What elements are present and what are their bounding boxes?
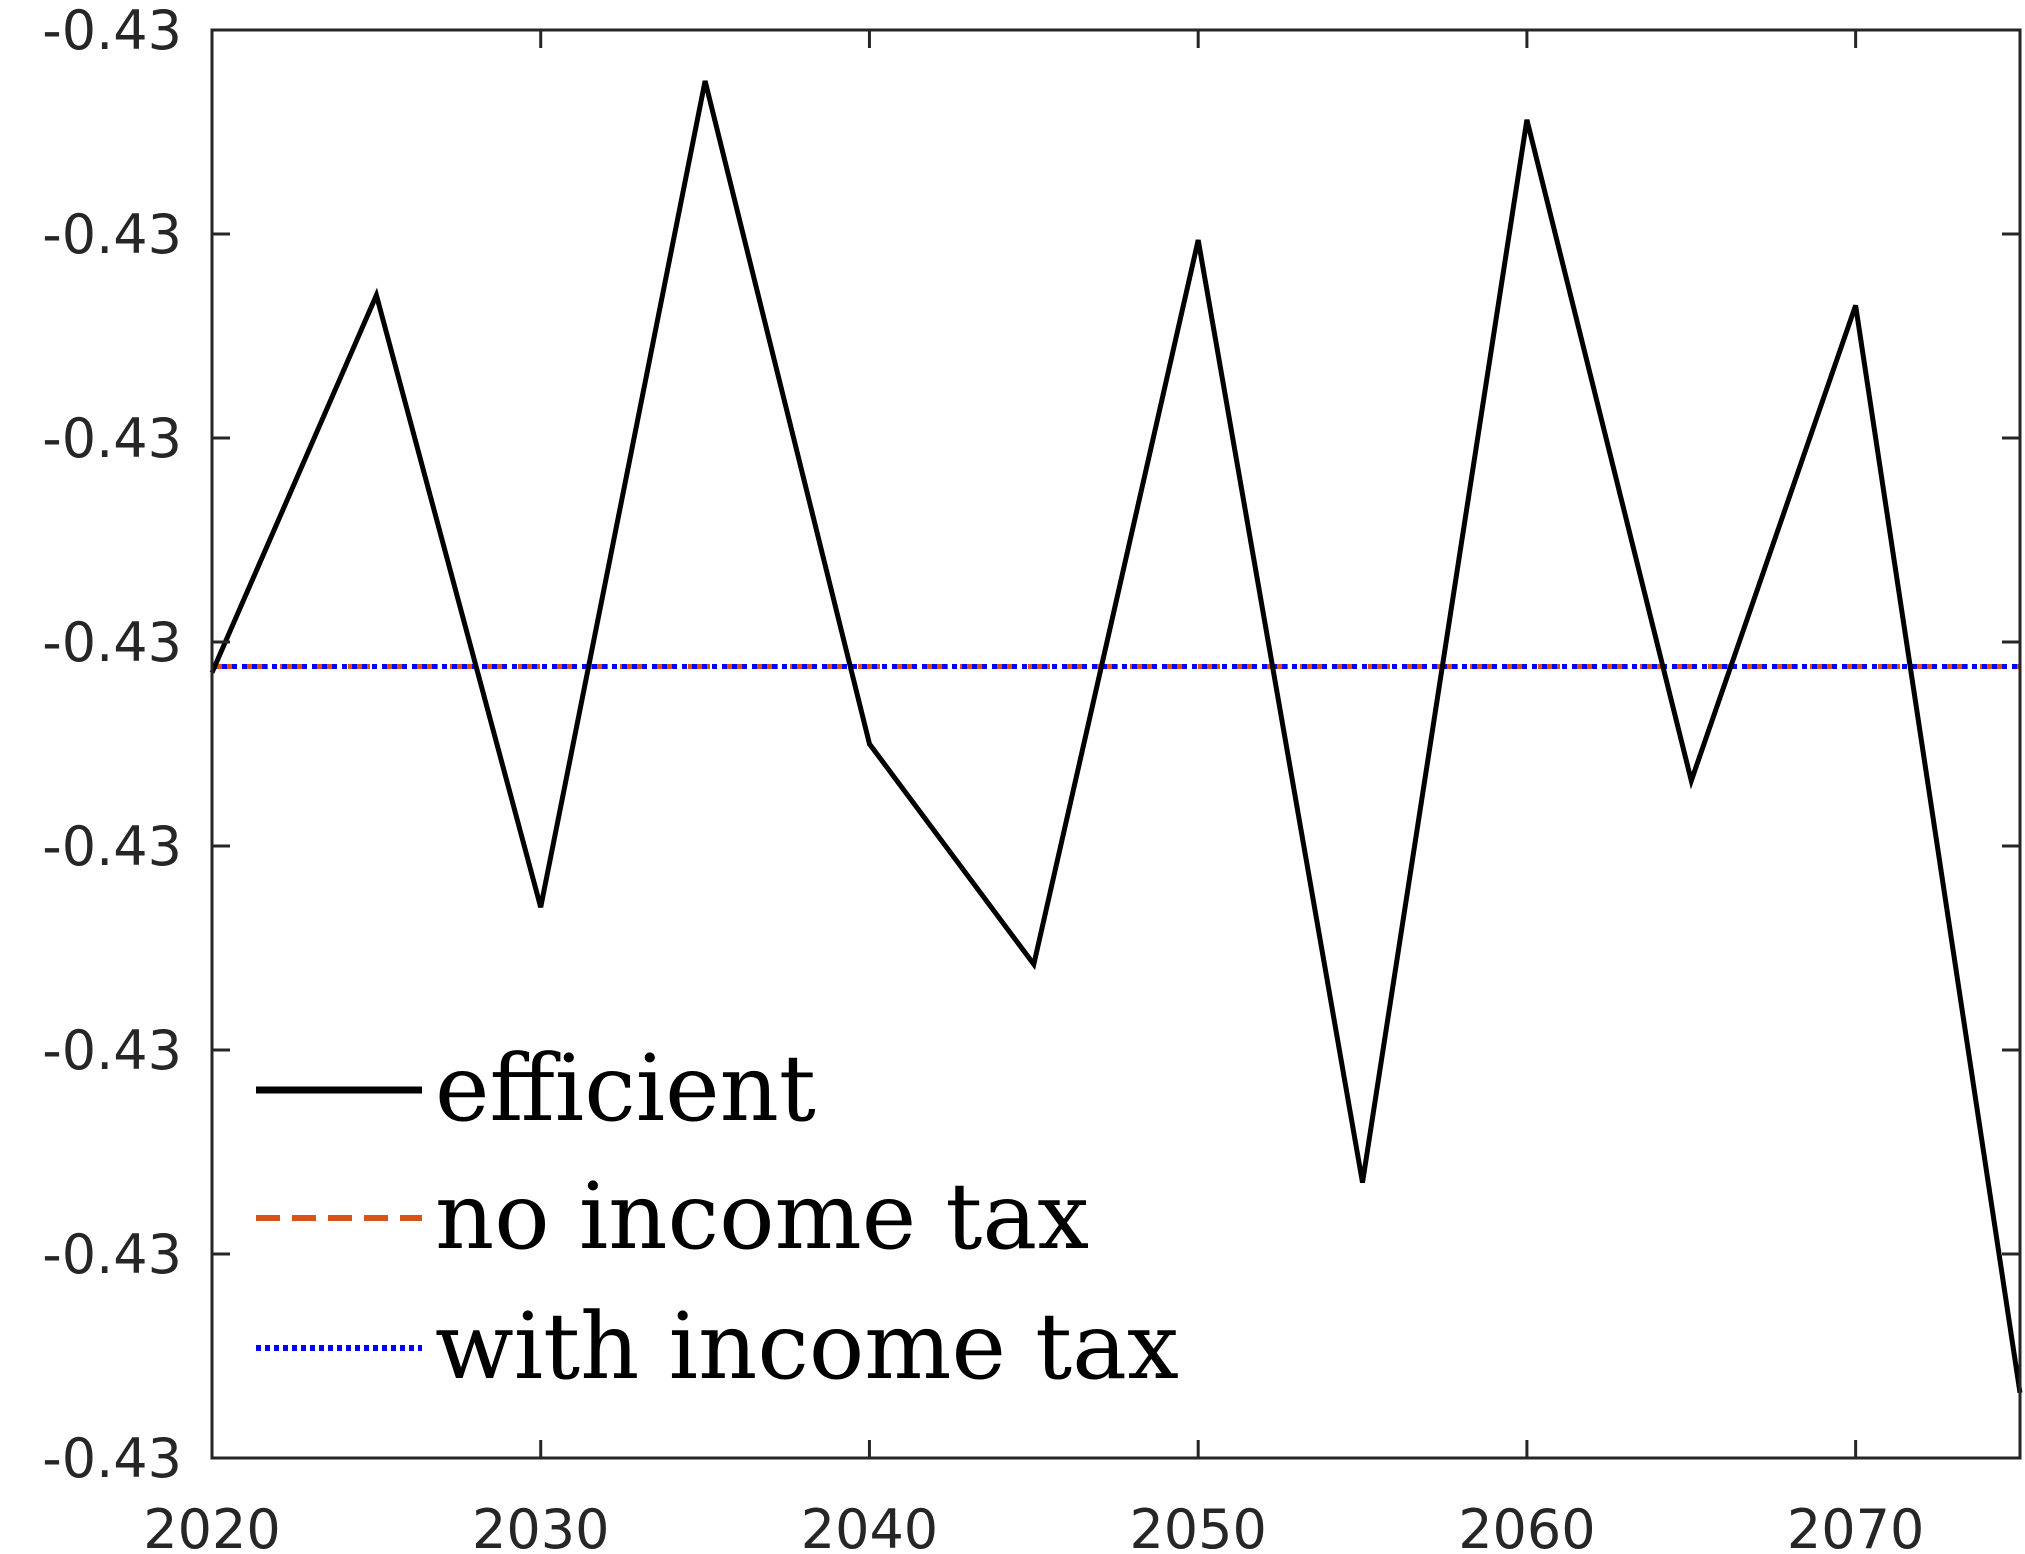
series-lines [209,80,2023,1394]
legend-label-0: efficient [435,1035,816,1142]
x-tick-labels: 2020 2030 2040 2050 2060 2070 [143,1498,1924,1554]
y-tick-label-0: -0.43 [42,1427,182,1490]
plot-frame [210,28,2022,1460]
y-tick-label-3: -0.43 [42,815,182,878]
x-tick-label-5: 2070 [1787,1498,1924,1554]
series-line-0 [209,80,2023,1394]
y-tick-label-2: -0.43 [42,1019,182,1082]
x-tick-label-1: 2030 [472,1498,609,1554]
y-tick-label-5: -0.43 [42,407,182,470]
y-tick-label-6: -0.43 [42,203,182,266]
legend-label-2: with income tax [435,1293,1179,1400]
y-tick-labels: -0.43 -0.43 -0.43 -0.43 -0.43 -0.43 -0.43 -0.43 [42,0,182,1490]
legend: efficient no income tax with income tax [232,1035,1192,1400]
y-tick-label-1: -0.43 [42,1223,182,1286]
x-tick-label-3: 2050 [1129,1498,1266,1554]
x-tick-label-0: 2020 [143,1498,280,1554]
x-tick-label-4: 2060 [1458,1498,1595,1554]
y-tick-label-7: -0.43 [42,0,182,62]
y-tick-label-4: -0.43 [42,611,182,674]
x-tick-label-2: 2040 [801,1498,938,1554]
legend-label-1: no income tax [435,1163,1089,1270]
